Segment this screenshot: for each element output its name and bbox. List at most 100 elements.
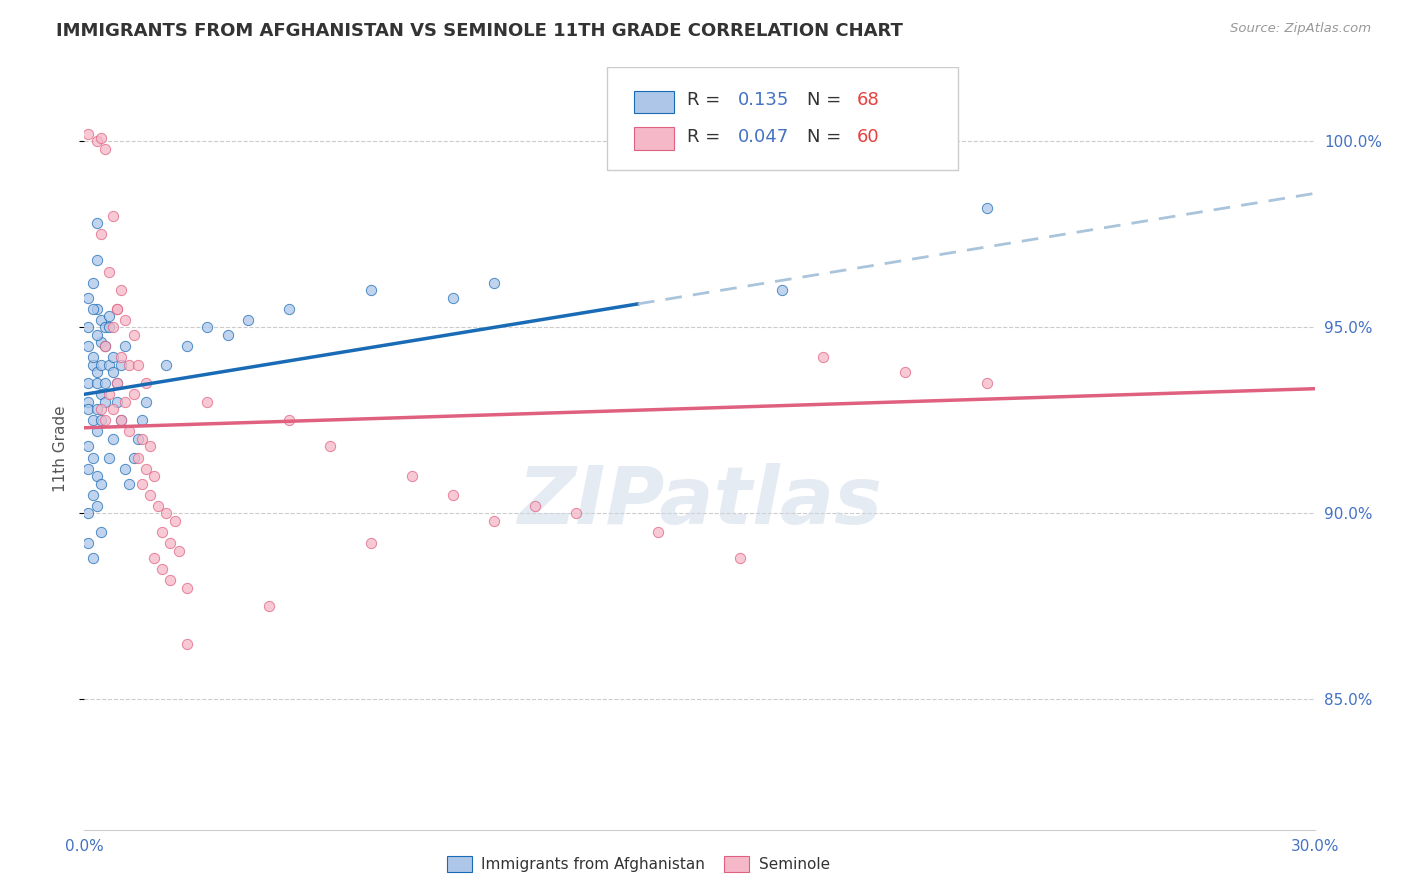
Point xyxy=(86,499,108,513)
Point xyxy=(86,134,108,148)
Point xyxy=(401,469,423,483)
Point xyxy=(360,536,382,550)
Point xyxy=(90,358,112,372)
Point xyxy=(114,394,136,409)
Y-axis label: 11th Grade: 11th Grade xyxy=(52,405,67,491)
Point xyxy=(94,413,117,427)
Point xyxy=(118,425,141,439)
Point xyxy=(135,394,157,409)
Point xyxy=(101,365,124,379)
Point xyxy=(143,551,166,566)
Point xyxy=(98,358,120,372)
Point xyxy=(101,350,124,364)
Point xyxy=(159,536,181,550)
Point xyxy=(443,488,465,502)
Point xyxy=(110,413,132,427)
Point xyxy=(278,413,301,427)
Point xyxy=(730,551,752,566)
Point xyxy=(94,142,117,156)
Point xyxy=(77,506,100,520)
Text: 60: 60 xyxy=(858,128,880,146)
Point xyxy=(90,476,112,491)
Point xyxy=(131,432,153,446)
Point xyxy=(217,327,239,342)
Point xyxy=(105,301,128,316)
Point xyxy=(82,358,104,372)
Point xyxy=(976,201,998,215)
Point xyxy=(114,461,136,475)
Point xyxy=(98,387,120,401)
Point xyxy=(82,450,104,465)
Point xyxy=(811,350,834,364)
Point xyxy=(94,376,117,391)
Text: 0.047: 0.047 xyxy=(738,128,789,146)
Point xyxy=(484,514,506,528)
Point xyxy=(197,394,219,409)
Point xyxy=(98,309,120,323)
Point xyxy=(86,216,108,230)
Point xyxy=(101,320,124,334)
Point xyxy=(176,581,198,595)
Point xyxy=(98,320,120,334)
Point xyxy=(122,450,145,465)
Point xyxy=(86,469,108,483)
Point xyxy=(565,506,588,520)
Point xyxy=(127,432,149,446)
Point xyxy=(86,402,108,417)
Point xyxy=(139,439,162,453)
Point xyxy=(94,320,117,334)
Point xyxy=(105,394,128,409)
FancyBboxPatch shape xyxy=(634,128,673,150)
Point xyxy=(86,365,108,379)
Point xyxy=(150,524,173,539)
Point xyxy=(105,301,128,316)
Point xyxy=(110,358,132,372)
Point xyxy=(150,562,173,576)
Text: IMMIGRANTS FROM AFGHANISTAN VS SEMINOLE 11TH GRADE CORRELATION CHART: IMMIGRANTS FROM AFGHANISTAN VS SEMINOLE … xyxy=(56,22,903,40)
Point xyxy=(131,476,153,491)
Point xyxy=(90,227,112,242)
Point xyxy=(77,127,100,141)
Point xyxy=(90,130,112,145)
Point xyxy=(82,350,104,364)
Point xyxy=(118,476,141,491)
Point xyxy=(155,506,177,520)
Point xyxy=(105,376,128,391)
Point xyxy=(86,425,108,439)
Point xyxy=(77,439,100,453)
Point xyxy=(101,209,124,223)
Point xyxy=(197,320,219,334)
Text: Source: ZipAtlas.com: Source: ZipAtlas.com xyxy=(1230,22,1371,36)
Point xyxy=(101,402,124,417)
Text: ZIPatlas: ZIPatlas xyxy=(517,463,882,541)
Point xyxy=(770,283,793,297)
Point xyxy=(176,339,198,353)
Point xyxy=(77,461,100,475)
Point xyxy=(122,327,145,342)
Point xyxy=(110,350,132,364)
Point xyxy=(484,276,506,290)
Point xyxy=(148,499,170,513)
Point xyxy=(77,536,100,550)
Point xyxy=(155,358,177,372)
Point xyxy=(278,301,301,316)
Point xyxy=(77,394,100,409)
Text: N =: N = xyxy=(807,128,846,146)
Point xyxy=(94,339,117,353)
Point xyxy=(319,439,342,453)
Point xyxy=(86,327,108,342)
Point xyxy=(127,450,149,465)
Point xyxy=(143,469,166,483)
Point xyxy=(110,413,132,427)
FancyBboxPatch shape xyxy=(634,91,673,113)
Point xyxy=(114,339,136,353)
Point xyxy=(90,413,112,427)
Point xyxy=(118,358,141,372)
Point xyxy=(82,276,104,290)
Point xyxy=(77,291,100,305)
Text: Immigrants from Afghanistan: Immigrants from Afghanistan xyxy=(481,857,704,871)
Point xyxy=(647,524,669,539)
Point xyxy=(86,253,108,268)
Point xyxy=(77,320,100,334)
Text: 68: 68 xyxy=(858,91,880,109)
